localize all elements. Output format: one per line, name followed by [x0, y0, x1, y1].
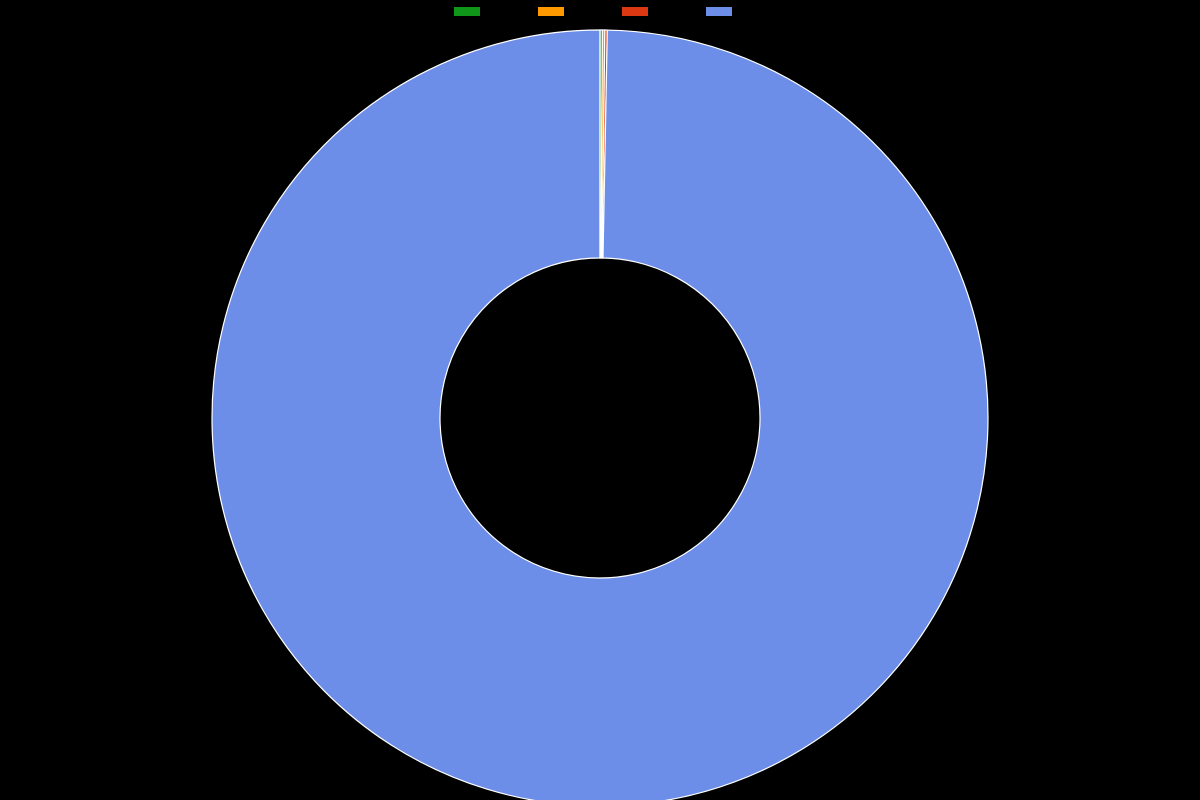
donut-chart [0, 0, 1200, 800]
chart-container [0, 0, 1200, 800]
